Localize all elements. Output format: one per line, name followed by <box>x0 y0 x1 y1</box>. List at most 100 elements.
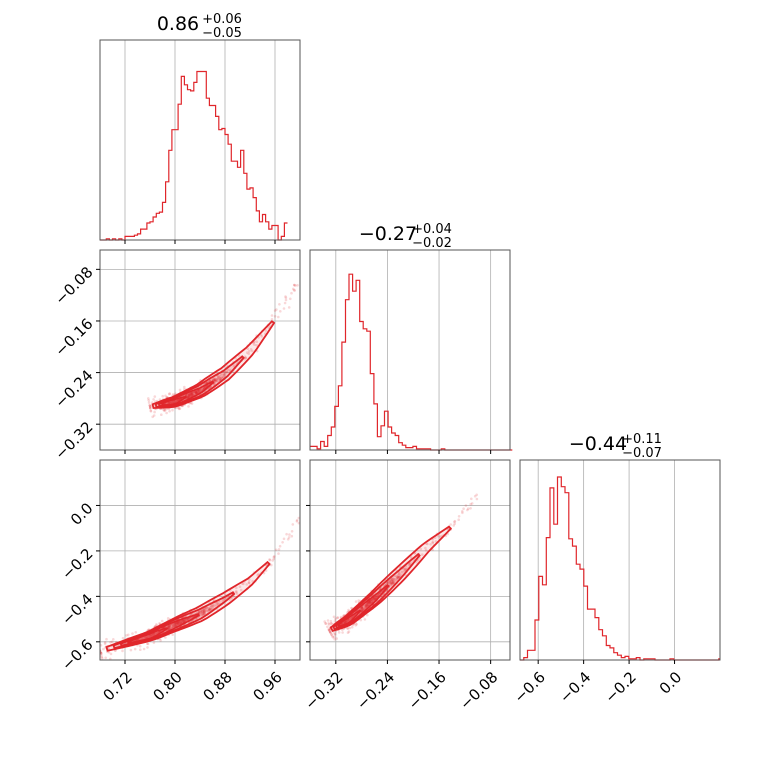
scatter-point <box>158 622 161 625</box>
scatter-point <box>470 502 474 505</box>
scatter-point <box>373 596 376 600</box>
scatter-point <box>187 395 191 398</box>
scatter-point <box>196 390 199 394</box>
scatter-point <box>348 626 352 630</box>
scatter-point <box>235 590 238 593</box>
scatter-point <box>371 598 374 602</box>
scatter-point <box>350 606 353 610</box>
scatter-point <box>183 619 187 623</box>
density-contour <box>112 591 236 650</box>
scatter-point <box>175 621 179 624</box>
scatter-point <box>177 406 180 410</box>
scatter-point <box>172 400 176 404</box>
scatter-point <box>176 623 180 626</box>
scatter-point <box>248 349 251 353</box>
scatter-point <box>326 625 329 629</box>
scatter-point <box>235 591 238 594</box>
scatter-point <box>391 582 394 586</box>
x-tick-label: −0.4 <box>556 668 594 706</box>
scatter-point <box>203 610 206 614</box>
scatter-point <box>333 632 337 636</box>
scatter-point <box>238 585 242 588</box>
scatter-point <box>439 535 442 539</box>
scatter-point <box>357 599 361 602</box>
scatter-point <box>345 619 348 623</box>
scatter-point <box>403 569 406 573</box>
scatter-point <box>327 628 331 632</box>
scatter-point <box>328 630 332 634</box>
scatter-point <box>208 379 212 383</box>
scatter-point <box>201 610 204 613</box>
density-contour <box>161 395 187 406</box>
scatter-point <box>100 644 103 647</box>
scatter-point <box>466 507 470 511</box>
scatter-point <box>190 392 193 396</box>
scatter-point <box>369 601 373 605</box>
scatter-point <box>324 622 327 625</box>
scatter-point <box>388 579 391 583</box>
scatter-point <box>332 631 336 634</box>
scatter-point <box>327 627 331 631</box>
scatter-point <box>164 636 167 639</box>
scatter-point <box>327 622 330 625</box>
scatter-point <box>211 605 215 608</box>
scatter-point <box>207 608 211 612</box>
scatter-point <box>388 580 392 584</box>
scatter-point <box>190 392 193 396</box>
scatter-point <box>188 393 192 396</box>
y-tick-label: −0.08 <box>51 263 96 308</box>
scatter-point <box>202 610 206 614</box>
scatter-point <box>107 647 111 650</box>
scatter-point <box>370 598 374 602</box>
scatter-point <box>389 579 393 582</box>
scatter-point <box>222 372 225 376</box>
scatter-point <box>163 409 166 413</box>
scatter-point <box>346 626 349 630</box>
scatter-point <box>197 390 201 394</box>
scatter-point <box>330 633 333 636</box>
scatter-point <box>257 572 260 576</box>
scatter-point <box>395 577 399 580</box>
scatter-point <box>194 392 198 395</box>
scatter-point <box>390 581 394 585</box>
scatter-point <box>365 603 368 607</box>
scatter-point <box>364 603 367 607</box>
x-tick-label: −0.2 <box>601 668 639 706</box>
scatter-point <box>419 547 423 551</box>
x-tick-label: 0.96 <box>249 668 285 704</box>
scatter-point <box>197 389 201 392</box>
scatter-point <box>418 556 422 560</box>
scatter-point <box>284 295 287 298</box>
panel-title-0: 0.86 <box>157 13 199 35</box>
scatter-point <box>153 395 157 398</box>
scatter-point <box>247 581 251 584</box>
scatter-point <box>216 377 220 380</box>
scatter-point <box>333 619 337 623</box>
scatter-point <box>424 546 427 550</box>
scatter-point <box>366 613 369 617</box>
scatter-point <box>390 579 393 583</box>
pair-panel-0-1 <box>147 283 299 419</box>
scatter-point <box>174 623 178 627</box>
scatter-point <box>145 636 148 639</box>
scatter-point <box>346 631 350 634</box>
scatter-point <box>277 552 280 555</box>
scatter-point <box>395 578 399 581</box>
scatter-point <box>167 627 170 630</box>
scatter-point <box>397 572 401 576</box>
scatter-point <box>195 391 198 395</box>
scatter-point <box>220 373 223 377</box>
scatter-point <box>175 622 178 625</box>
scatter-point <box>189 393 193 397</box>
scatter-point <box>167 626 170 629</box>
scatter-point <box>327 623 331 626</box>
scatter-point <box>290 534 294 538</box>
scatter-point <box>390 581 394 585</box>
scatter-point <box>190 393 194 397</box>
scatter-point <box>389 581 392 585</box>
scatter-point <box>475 497 479 501</box>
scatter-point <box>368 601 372 604</box>
scatter-point <box>373 597 377 600</box>
scatter-point <box>164 394 167 398</box>
scatter-point <box>287 306 291 309</box>
